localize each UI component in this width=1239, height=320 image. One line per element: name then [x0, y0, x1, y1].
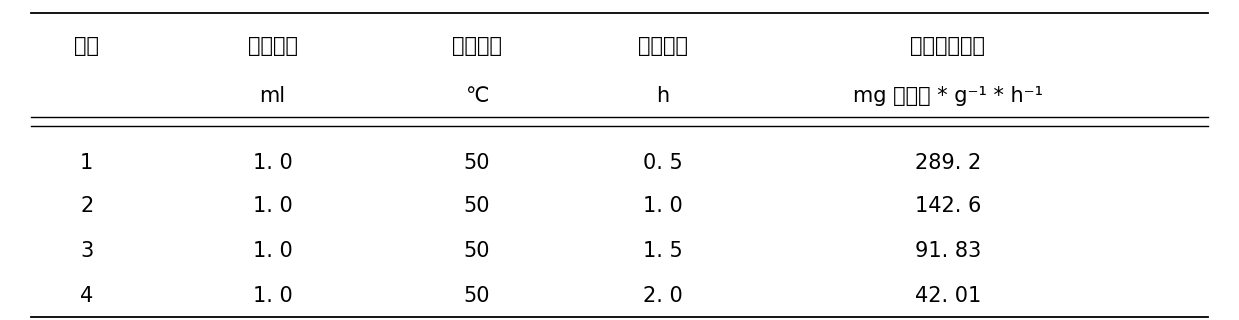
Text: 反应时间: 反应时间 — [638, 36, 688, 56]
Text: 50: 50 — [463, 196, 491, 216]
Text: 50: 50 — [463, 286, 491, 306]
Text: 289. 2: 289. 2 — [914, 153, 981, 173]
Text: 42. 01: 42. 01 — [914, 286, 981, 306]
Text: 0. 5: 0. 5 — [643, 153, 683, 173]
Text: 2: 2 — [81, 196, 93, 216]
Text: 1. 0: 1. 0 — [643, 196, 683, 216]
Text: 50: 50 — [463, 153, 491, 173]
Text: 1. 0: 1. 0 — [253, 241, 292, 261]
Text: 4: 4 — [81, 286, 93, 306]
Text: 2. 0: 2. 0 — [643, 286, 683, 306]
Text: ml: ml — [259, 86, 286, 106]
Text: 91. 83: 91. 83 — [914, 241, 981, 261]
Text: 3: 3 — [81, 241, 93, 261]
Text: 纤维素酶活性: 纤维素酶活性 — [911, 36, 985, 56]
Text: 142. 6: 142. 6 — [914, 196, 981, 216]
Text: h: h — [657, 86, 669, 106]
Text: 50: 50 — [463, 241, 491, 261]
Text: 编号: 编号 — [74, 36, 99, 56]
Text: 1. 0: 1. 0 — [253, 153, 292, 173]
Text: 反应温度: 反应温度 — [452, 36, 502, 56]
Text: 1. 5: 1. 5 — [643, 241, 683, 261]
Text: 1. 0: 1. 0 — [253, 196, 292, 216]
Text: 酶液体积: 酶液体积 — [248, 36, 297, 56]
Text: 1: 1 — [81, 153, 93, 173]
Text: mg 葡萄糖 * g⁻¹ * h⁻¹: mg 葡萄糖 * g⁻¹ * h⁻¹ — [852, 86, 1043, 106]
Text: ℃: ℃ — [466, 86, 488, 106]
Text: 1. 0: 1. 0 — [253, 286, 292, 306]
